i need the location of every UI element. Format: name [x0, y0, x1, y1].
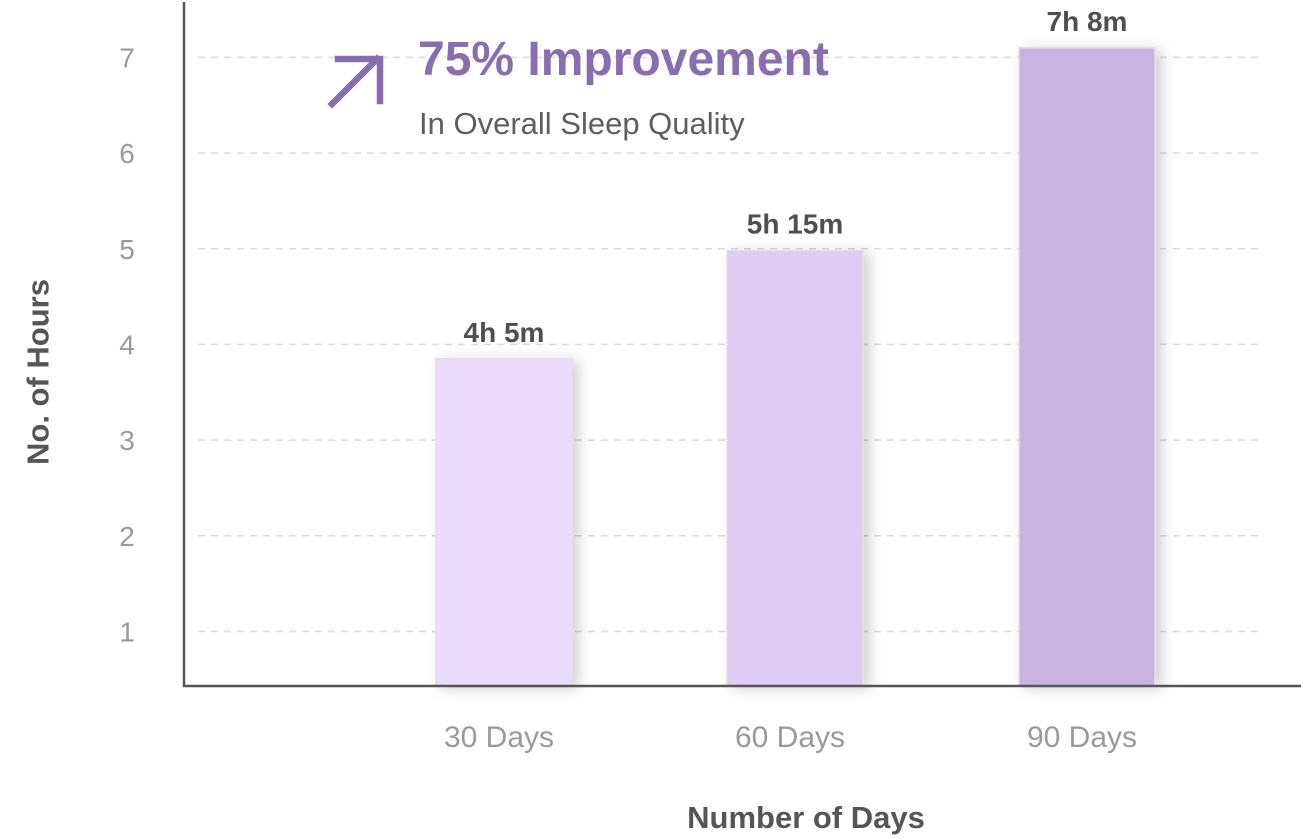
improvement-subtext: In Overall Sleep Quality — [419, 106, 745, 141]
value-labels: 4h 5m 5h 15m 7h 8m — [464, 6, 1128, 348]
y-tick-label: 4 — [119, 329, 135, 360]
improvement-headline: 75% Improvement — [418, 33, 829, 86]
x-tick-label: 90 Days — [1027, 721, 1137, 754]
y-tick-labels: 1 2 3 4 5 6 7 — [119, 42, 135, 647]
x-axis-title: Number of Days — [687, 800, 925, 835]
y-tick-label: 3 — [119, 425, 135, 456]
x-tick-label: 30 Days — [444, 721, 554, 754]
y-tick-label: 1 — [119, 616, 135, 647]
bar — [435, 358, 573, 687]
x-tick-labels: 30 Days 60 Days 90 Days — [444, 721, 1137, 754]
bar-value-label: 7h 8m — [1047, 6, 1128, 37]
arrow-up-right-icon — [327, 54, 384, 109]
bar-value-label: 5h 15m — [747, 209, 844, 240]
y-axis-title: No. of Hours — [21, 279, 56, 465]
bar — [1018, 47, 1156, 687]
y-tick-label: 2 — [119, 521, 135, 552]
y-tick-label: 7 — [119, 42, 135, 73]
x-tick-label: 60 Days — [735, 721, 845, 754]
bar-value-label: 4h 5m — [464, 317, 545, 348]
y-tick-label: 5 — [119, 234, 135, 265]
y-tick-label: 6 — [119, 138, 135, 169]
bar — [726, 249, 864, 687]
bars — [435, 47, 1156, 687]
